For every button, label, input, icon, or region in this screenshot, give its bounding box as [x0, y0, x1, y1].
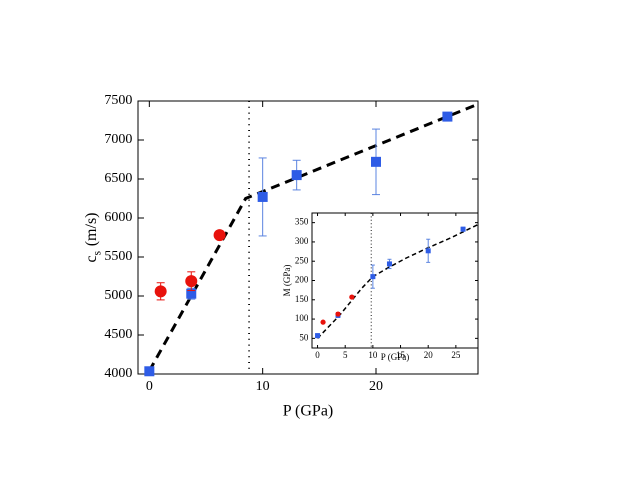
y-tick-label: 4500	[104, 327, 132, 342]
y-tick-label: 150	[295, 294, 309, 304]
y-tick-label: 200	[295, 275, 309, 285]
y-tick-label: 4000	[104, 366, 132, 381]
data-point	[370, 274, 376, 280]
data-point	[460, 226, 466, 232]
data-point	[425, 248, 431, 254]
data-point	[349, 294, 355, 300]
data-point	[371, 156, 381, 167]
y-axis-label: cs (m/s)	[83, 212, 104, 262]
fit-line	[148, 102, 479, 372]
data-point	[154, 285, 167, 298]
y-tick-label: 7500	[104, 93, 132, 108]
x-tick-label: 10	[256, 379, 270, 394]
plot-area: 0 5 10 15 20 25 50 100 150 200 250 300 350 P (GPa) M (…	[282, 212, 479, 362]
x-tick-label: 10	[368, 350, 378, 360]
y-tick-label: 6000	[104, 210, 132, 225]
y-tick-label: 300	[295, 236, 309, 246]
plot-frame	[311, 212, 479, 349]
x-tick-label: 0	[315, 350, 320, 360]
y-axis-label-main: c	[83, 255, 100, 262]
x-tick-label: 20	[424, 350, 434, 360]
y-axis-label: M (GPa)	[282, 265, 292, 297]
data-point	[213, 229, 226, 242]
y-tick-label: 5500	[104, 249, 132, 264]
x-tick-label: 0	[146, 379, 153, 394]
y-tick-label: 5000	[104, 288, 132, 303]
data-point	[291, 170, 302, 181]
y-tick-label: 250	[295, 255, 309, 265]
x-axis-label: P (GPa)	[381, 352, 409, 362]
y-tick-label: 7000	[104, 132, 132, 147]
y-axis-label-main: M (GPa)	[282, 265, 292, 297]
data-point	[335, 311, 341, 317]
data-point	[315, 333, 321, 339]
x-tick-label: 5	[343, 350, 348, 360]
x-axis-label: P (GPa)	[283, 403, 334, 420]
y-axis-label-unit: (m/s)	[83, 212, 100, 246]
x-tick-label: 20	[369, 379, 383, 394]
y-tick-label: 6500	[104, 171, 132, 186]
data-point	[185, 275, 198, 288]
x-tick-label: 15	[396, 350, 406, 360]
data-point	[386, 261, 392, 267]
x-tick-label: 25	[451, 350, 461, 360]
data-point	[320, 319, 326, 325]
y-tick-label: 350	[295, 217, 309, 227]
data-point	[186, 288, 197, 299]
data-point	[257, 191, 268, 202]
y-tick-label: 50	[299, 332, 309, 342]
data-point	[144, 366, 155, 377]
y-axis-label-sub: s	[91, 251, 103, 255]
data-point	[442, 111, 453, 122]
y-tick-label: 100	[295, 313, 309, 323]
